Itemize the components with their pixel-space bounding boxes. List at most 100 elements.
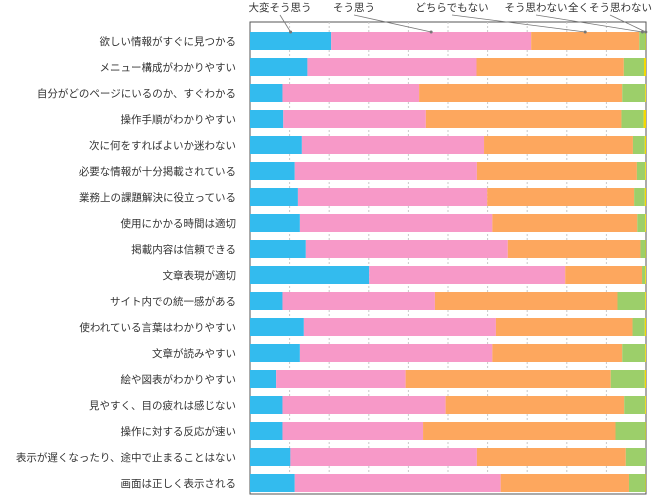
category-label: 文章が読みやすい [152, 347, 236, 360]
bar-segment-2 [331, 32, 532, 50]
bar-segment-1 [250, 188, 298, 206]
bar-segment-2 [294, 162, 477, 180]
bar-segment-2 [282, 292, 435, 310]
bar-segment-2 [283, 110, 426, 128]
bar-segment-1 [250, 422, 283, 440]
bar-segment-1 [250, 266, 370, 284]
bar-segment-5 [645, 344, 646, 362]
bars-group [250, 32, 646, 492]
bar-segment-1 [250, 32, 332, 50]
bar-segment-3 [492, 344, 623, 362]
legend-leader-line [353, 14, 432, 33]
category-label: 操作に対する反応が速い [121, 425, 237, 438]
bar-segment-5 [644, 136, 646, 154]
legend-leader-dot [583, 30, 587, 34]
bar-segment-4 [637, 214, 646, 232]
bar-segment-2 [299, 344, 493, 362]
bar-segment-3 [419, 84, 623, 102]
bar-segment-4 [615, 422, 646, 440]
bar-segment-4 [632, 136, 645, 154]
bar-segment-5 [645, 214, 646, 232]
legend-label: そう思う [333, 2, 375, 14]
bar-segment-2 [369, 266, 566, 284]
bar-segment-3 [487, 188, 635, 206]
bar-segment-2 [282, 422, 424, 440]
bar-segment-1 [250, 344, 300, 362]
bar-segment-3 [423, 422, 616, 440]
bar-segment-2 [276, 370, 406, 388]
bar-segment-3 [405, 370, 611, 388]
legend-leader-dot [289, 30, 293, 34]
bar-segment-1 [250, 84, 283, 102]
legend-leader-line [535, 14, 643, 33]
bar-segment-3 [492, 214, 638, 232]
bar-segment-2 [282, 396, 446, 414]
category-label: 使用にかかる時間は適切 [121, 217, 237, 230]
category-label: サイト内での統一感がある [110, 295, 236, 308]
bar-segment-2 [282, 84, 420, 102]
bar-segment-4 [625, 448, 646, 466]
bar-segment-3 [495, 318, 633, 336]
bar-segment-3 [476, 448, 626, 466]
bar-segment-4 [622, 84, 646, 102]
legend-leader-line [609, 14, 646, 33]
bar-segment-4 [642, 266, 646, 284]
category-label: 文章表現が適切 [163, 269, 237, 282]
legend-label: 全くそう思わない [568, 1, 652, 14]
bar-segment-1 [250, 448, 291, 466]
bar-segment-1 [250, 318, 304, 336]
legend-leader-dot [644, 30, 648, 34]
bar-segment-4 [621, 110, 644, 128]
bar-segment-4 [634, 188, 645, 206]
category-label: 表示が遅くなったり、途中で止まることはない [16, 451, 236, 464]
bar-segment-4 [610, 370, 645, 388]
category-label: 次に何をすればよいか迷わない [89, 139, 236, 152]
bar-segment-2 [297, 188, 488, 206]
bar-segment-2 [307, 58, 477, 76]
bar-segment-5 [644, 188, 646, 206]
bar-segment-2 [290, 448, 477, 466]
bar-segment-3 [484, 136, 633, 154]
category-label: 絵や図表がわかりやすい [121, 373, 237, 386]
bar-segment-1 [250, 370, 277, 388]
bar-segment-3 [476, 58, 624, 76]
bar-segment-4 [636, 162, 646, 180]
bar-segment-2 [301, 136, 485, 154]
bar-segment-4 [623, 58, 645, 76]
bar-segment-4 [632, 318, 645, 336]
bar-segment-1 [250, 214, 300, 232]
bar-segment-1 [250, 396, 283, 414]
bar-segment-1 [250, 292, 283, 310]
bar-segment-3 [445, 396, 625, 414]
legend-label: そう思わない [505, 2, 568, 14]
category-label: 画面は正しく表示される [121, 477, 237, 490]
category-label: メニュー構成がわかりやすい [100, 61, 237, 74]
bar-segment-4 [624, 396, 646, 414]
bar-segment-4 [640, 240, 646, 258]
bar-segment-1 [250, 162, 295, 180]
bar-segment-5 [645, 292, 646, 310]
bar-segment-2 [305, 240, 508, 258]
bar-segment-1 [250, 136, 302, 154]
bar-segment-3 [500, 474, 629, 492]
bar-segment-3 [434, 292, 618, 310]
bar-segment-5 [645, 396, 646, 414]
category-label: 自分がどのページにいるのか、すぐわかる [37, 87, 236, 100]
category-label: 見やすく、目の疲れは感じない [89, 399, 236, 412]
bar-segment-1 [250, 474, 295, 492]
legend-leader-line [451, 14, 586, 33]
bar-segment-1 [250, 240, 306, 258]
bar-segment-2 [299, 214, 493, 232]
category-label: 掲載内容は信頼できる [131, 243, 236, 256]
bar-segment-2 [303, 318, 496, 336]
bar-segment-5 [644, 58, 646, 76]
bar-segment-1 [250, 58, 308, 76]
bar-segment-5 [643, 110, 646, 128]
legend-label: どちらでもない [415, 2, 488, 14]
category-label: 必要な情報が十分掲載されている [79, 165, 236, 178]
bar-segment-3 [507, 240, 641, 258]
bar-segment-2 [294, 474, 501, 492]
legend-leader-line [279, 14, 291, 33]
bar-segment-4 [628, 474, 646, 492]
bar-segment-5 [644, 318, 646, 336]
